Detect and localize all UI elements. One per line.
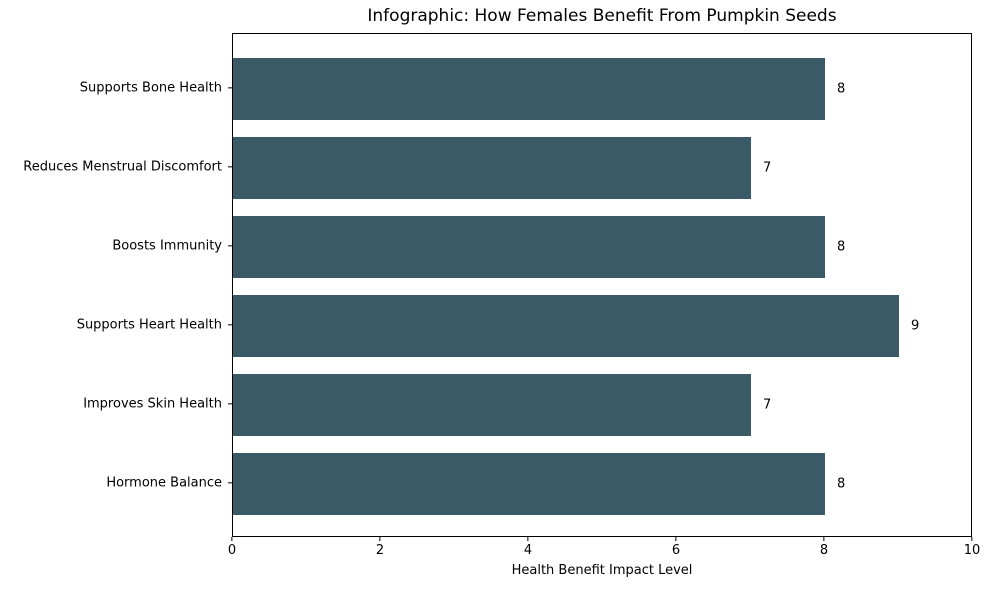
y-tick-label-improves-skin-health: Improves Skin Health [83, 396, 222, 412]
x-tick-mark-10 [971, 537, 973, 541]
bar-value-reduces-menstrual-discomfort: 7 [763, 160, 772, 176]
x-tick-mark-4 [527, 537, 529, 541]
x-axis-label: Health Benefit Impact Level [511, 563, 693, 578]
chart-title: Infographic: How Females Benefit From Pu… [367, 6, 837, 26]
bar-supports-heart-health [233, 295, 899, 357]
y-tick-mark-improves-skin-health [228, 403, 232, 405]
x-tick-label-8: 8 [819, 543, 829, 558]
y-tick-label-reduces-menstrual-discomfort: Reduces Menstrual Discomfort [23, 159, 222, 175]
y-tick-mark-reduces-menstrual-discomfort [228, 166, 232, 168]
bar-value-boosts-immunity: 8 [837, 239, 846, 255]
y-tick-label-boosts-immunity: Boosts Immunity [112, 238, 222, 254]
x-tick-mark-8 [823, 537, 825, 541]
x-tick-label-2: 2 [375, 543, 385, 558]
x-tick-mark-6 [675, 537, 677, 541]
x-tick-label-4: 4 [523, 543, 533, 558]
bar-boosts-immunity [233, 216, 825, 278]
y-tick-mark-supports-bone-health [228, 87, 232, 89]
y-tick-label-supports-bone-health: Supports Bone Health [79, 80, 222, 96]
bar-value-hormone-balance: 8 [837, 476, 846, 492]
x-tick-mark-0 [231, 537, 233, 541]
y-tick-mark-supports-heart-health [228, 324, 232, 326]
bar-value-supports-heart-health: 9 [911, 318, 920, 334]
x-tick-label-6: 6 [671, 543, 681, 558]
x-tick-mark-2 [379, 537, 381, 541]
bar-supports-bone-health [233, 58, 825, 120]
y-tick-label-supports-heart-health: Supports Heart Health [76, 317, 222, 333]
bar-reduces-menstrual-discomfort [233, 137, 751, 199]
bar-hormone-balance [233, 453, 825, 515]
y-tick-label-hormone-balance: Hormone Balance [106, 475, 222, 491]
plot-area: 8 7 8 9 7 8 [232, 33, 972, 537]
x-tick-label-10: 10 [963, 543, 981, 558]
bar-value-supports-bone-health: 8 [837, 81, 846, 97]
x-tick-label-0: 0 [227, 543, 237, 558]
bar-improves-skin-health [233, 374, 751, 436]
bar-value-improves-skin-health: 7 [763, 397, 772, 413]
y-tick-mark-boosts-immunity [228, 245, 232, 247]
y-tick-mark-hormone-balance [228, 482, 232, 484]
